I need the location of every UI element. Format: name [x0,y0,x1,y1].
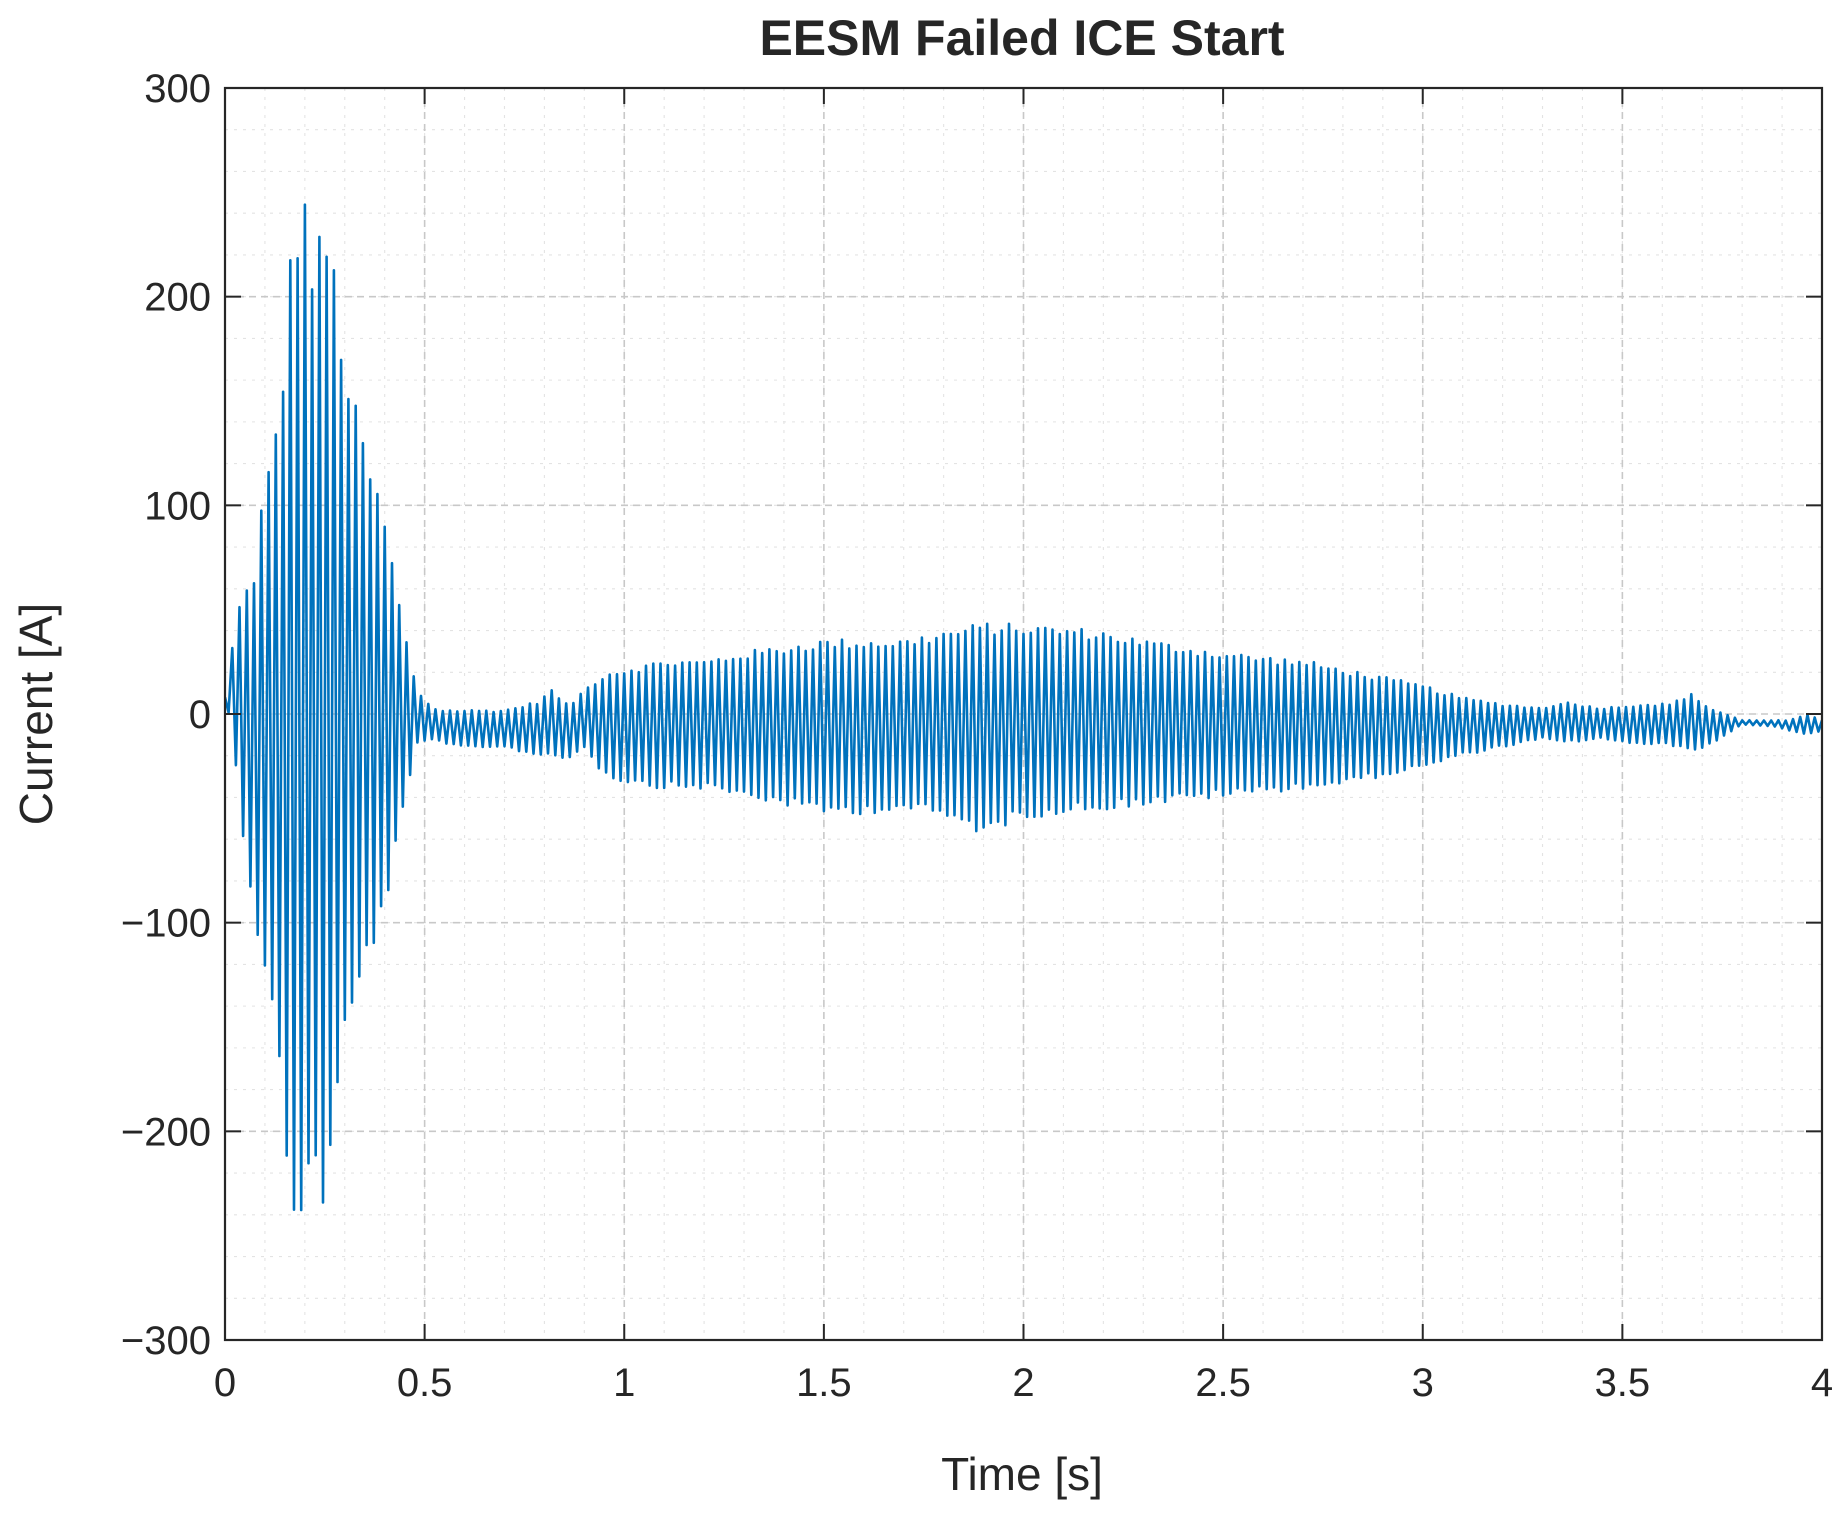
x-tick-label: 1.5 [796,1361,852,1405]
x-tick-label: 3 [1412,1361,1434,1405]
x-tick-label: 4 [1811,1361,1833,1405]
x-tick-label: 0.5 [397,1361,453,1405]
x-tick-label: 3.5 [1595,1361,1651,1405]
y-tick-label: −200 [121,1110,211,1154]
x-tick-label: 0 [214,1361,236,1405]
y-tick-label: 300 [144,67,211,111]
x-axis-label: Time [s] [941,1448,1103,1500]
y-tick-label: −100 [121,902,211,946]
chart-title: EESM Failed ICE Start [759,10,1284,66]
x-tick-label: 1 [613,1361,635,1405]
x-tick-label: 2 [1012,1361,1034,1405]
x-tick-labels: 0 0.5 1 1.5 2 2.5 3 3.5 4 [214,1361,1833,1405]
series-line-current [225,203,1822,1212]
y-tick-label: 0 [189,693,211,737]
y-tick-label: 200 [144,276,211,320]
axis-ticks [224,87,1823,1341]
y-tick-labels: −300 −200 −100 0 100 200 300 [121,67,211,1363]
y-tick-label: −300 [121,1319,211,1363]
y-tick-label: 100 [144,484,211,528]
y-axis-label: Current [A] [10,603,62,825]
x-tick-label: 2.5 [1195,1361,1251,1405]
